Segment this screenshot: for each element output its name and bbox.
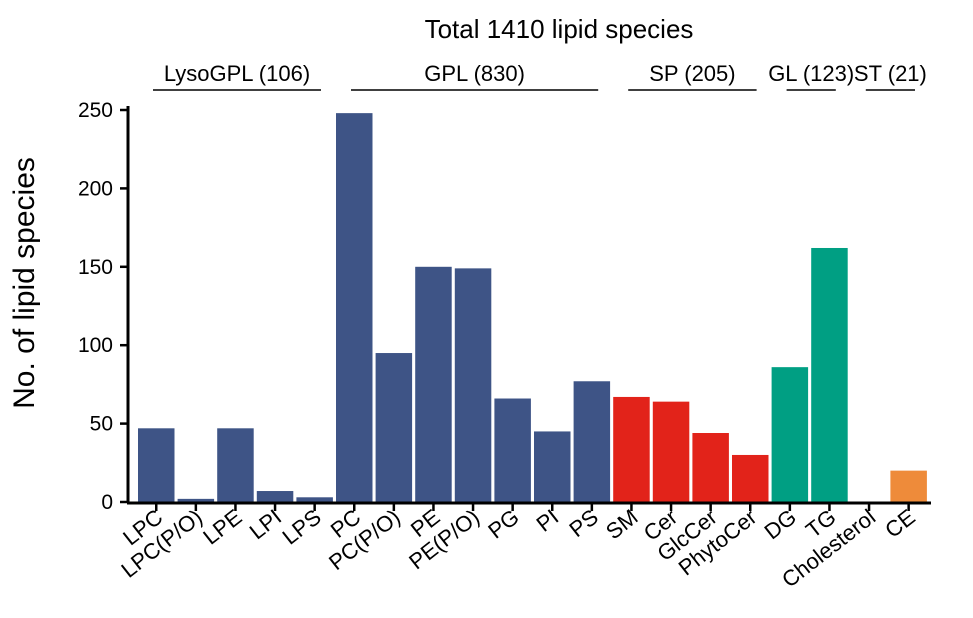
- x-tick-label: LPI: [245, 504, 286, 544]
- y-tick-label: 250: [78, 99, 113, 122]
- group-label: GPL (830): [424, 61, 525, 86]
- x-tick-label: SM: [601, 504, 642, 544]
- bar-ps: [573, 381, 611, 502]
- x-tick-label: LPS: [278, 504, 326, 549]
- y-axis: 0 50 100 150 200 250: [78, 99, 130, 514]
- bar-lpe: [217, 428, 254, 502]
- bar-cer: [652, 401, 690, 502]
- x-tick-label: DG: [760, 504, 801, 544]
- bar-lpi: [256, 491, 294, 502]
- y-tick-label: 200: [78, 177, 113, 200]
- bar-pe: [415, 266, 452, 502]
- bar-dg: [771, 367, 809, 502]
- bar-glccer: [692, 433, 729, 502]
- bar-tg: [811, 247, 848, 502]
- group-label: GL (123): [768, 61, 854, 86]
- bar-pc: [336, 113, 373, 503]
- bar-ce: [890, 470, 927, 502]
- bar-lpc-p-o: [177, 498, 215, 502]
- group-labels: LysoGPL (106) GPL (830) SP (205) GL (123) ST…: [153, 61, 927, 91]
- group-label: ST (21): [854, 61, 927, 86]
- x-tick-label: PG: [483, 504, 523, 543]
- y-tick-label: 0: [101, 491, 113, 514]
- chart-title: Total 1410 lipid species: [425, 14, 694, 44]
- bar-lps: [296, 497, 333, 502]
- x-tick-label: CE: [880, 504, 919, 543]
- bars: [138, 113, 927, 503]
- bar-sm: [613, 396, 650, 502]
- y-axis-label: No. of lipid species: [8, 157, 41, 409]
- x-tick-label: PI: [532, 504, 564, 537]
- x-tick-label: PS: [564, 504, 603, 542]
- bar-pg: [494, 398, 531, 502]
- y-tick-label: 50: [90, 413, 113, 436]
- x-tick-label: LPE: [198, 504, 246, 549]
- group-label: SP (205): [649, 61, 735, 86]
- bar-pi: [534, 431, 571, 502]
- y-tick-label: 150: [78, 256, 113, 279]
- bar-lpc: [138, 428, 175, 502]
- bar-pe-p-o: [454, 268, 492, 502]
- bar-phytocer: [732, 454, 769, 502]
- group-label: LysoGPL (106): [164, 61, 310, 86]
- bar-pc-p-o: [375, 353, 413, 502]
- y-tick-label: 100: [78, 334, 113, 357]
